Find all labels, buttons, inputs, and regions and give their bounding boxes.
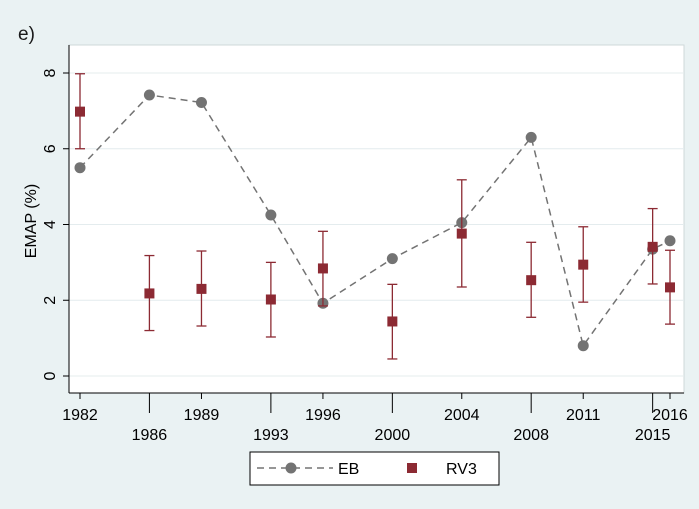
rv3-point-2011 bbox=[578, 259, 589, 270]
y-tick-label-4: 4 bbox=[42, 220, 59, 229]
eb-point-1993 bbox=[265, 209, 277, 221]
y-axis-title: EMAP (%) bbox=[23, 184, 40, 258]
y-tick-label-6: 6 bbox=[42, 144, 59, 153]
y-tick-label-2: 2 bbox=[42, 296, 59, 305]
rv3-point-1982 bbox=[75, 106, 85, 117]
eb-point-2008 bbox=[525, 131, 537, 143]
legend-eb-label: EB bbox=[338, 461, 359, 478]
rv3-point-2015 bbox=[647, 241, 658, 252]
y-axis-ticks: 0 2 4 6 8 bbox=[42, 68, 69, 380]
x-tick-label-2004: 2004 bbox=[444, 407, 480, 424]
x-tick-label-2000: 2000 bbox=[375, 427, 411, 444]
eb-point-2011 bbox=[577, 340, 589, 352]
panel-label: e) bbox=[18, 24, 35, 45]
legend-rv3-marker bbox=[407, 463, 417, 473]
x-tick-label-2011: 2011 bbox=[566, 407, 601, 424]
legend-eb-marker bbox=[285, 462, 297, 474]
eb-point-1982 bbox=[74, 162, 86, 174]
rv3-point-1986 bbox=[144, 288, 155, 299]
legend: EB RV3 bbox=[249, 451, 500, 486]
eb-point-1989 bbox=[195, 97, 207, 109]
grid-lines bbox=[69, 72, 684, 377]
x-tick-label-1986: 1986 bbox=[132, 427, 168, 444]
series-layer bbox=[74, 73, 676, 360]
legend-rv3-label: RV3 bbox=[446, 461, 477, 478]
eb-point-2016 bbox=[664, 235, 676, 247]
x-tick-label-2015: 2015 bbox=[635, 427, 671, 444]
rv3-point-2000 bbox=[387, 316, 398, 327]
x-tick-label-1993: 1993 bbox=[253, 427, 289, 444]
x-tick-label-1982: 1982 bbox=[62, 407, 98, 424]
y-tick-label-0: 0 bbox=[42, 371, 59, 380]
rv3-point-2016 bbox=[665, 282, 675, 293]
x-tick-label-2008: 2008 bbox=[513, 427, 549, 444]
x-tick-label-1989: 1989 bbox=[184, 407, 220, 424]
eb-point-2000 bbox=[386, 253, 398, 265]
x-axis-ticks: 1982 1986 1989 1993 1996 2000 2004 2008 2011 2015… bbox=[62, 393, 688, 444]
x-tick-label-1996: 1996 bbox=[305, 407, 341, 424]
y-tick-label-8: 8 bbox=[42, 68, 59, 77]
rv3-point-2008 bbox=[526, 275, 537, 286]
plot-area bbox=[68, 44, 685, 394]
rv3-point-1989 bbox=[196, 283, 207, 294]
rv3-point-1993 bbox=[265, 294, 276, 305]
x-tick-label-2016: 2016 bbox=[652, 407, 688, 424]
eb-point-1986 bbox=[143, 89, 155, 101]
rv3-point-2004 bbox=[456, 228, 467, 239]
rv3-point-1996 bbox=[317, 263, 328, 274]
